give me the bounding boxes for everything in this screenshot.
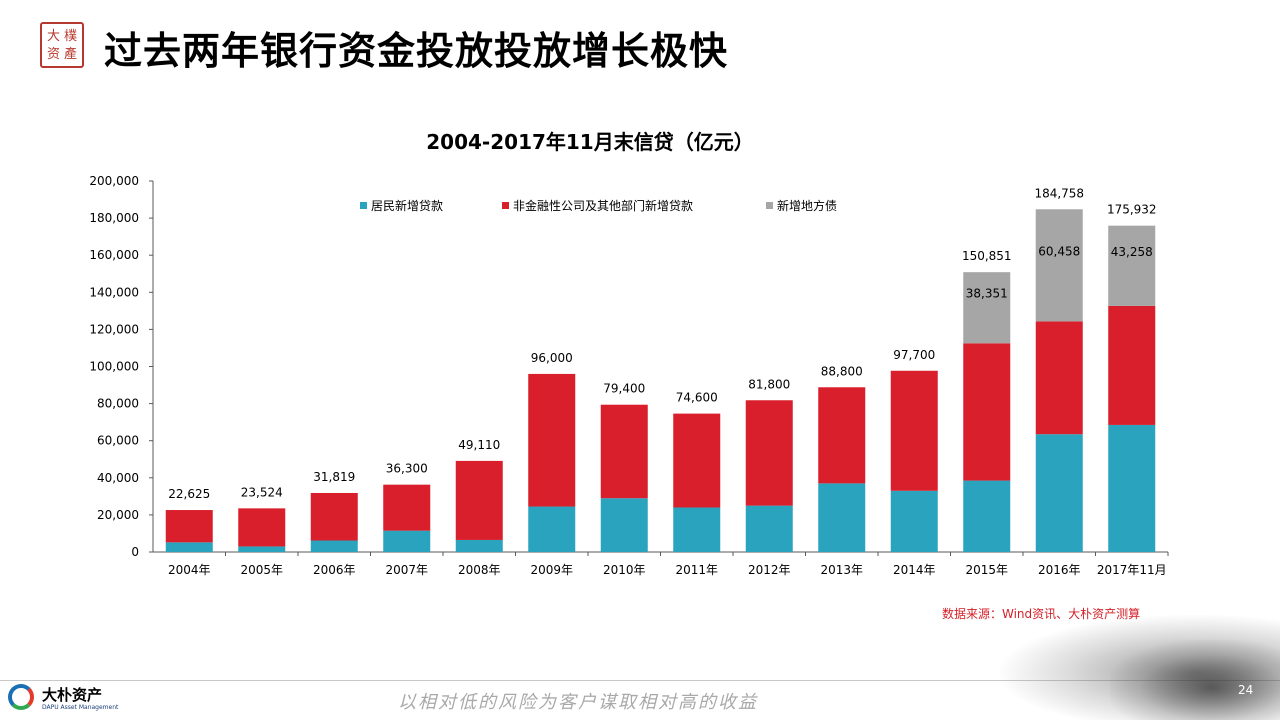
y-tick-label: 100,000 [89, 360, 139, 374]
bar-segment [383, 530, 431, 552]
ink-landscape-decoration [1110, 640, 1280, 720]
x-tick-label: 2006年 [313, 563, 356, 577]
total-value-label: 88,800 [821, 364, 863, 378]
logo-name: 大朴资产 [42, 686, 103, 704]
bar-segment [455, 460, 503, 540]
y-tick-label: 120,000 [89, 322, 139, 336]
footer-slogan: 以相对低的风险为客户谋取相对高的收益 [398, 692, 758, 713]
bar-segment [1108, 305, 1156, 425]
y-tick-label: 80,000 [97, 397, 139, 411]
bar-segment [890, 370, 938, 491]
legend-label: 居民新增贷款 [371, 198, 443, 213]
bar-segment [673, 507, 721, 552]
total-value-label: 31,819 [313, 470, 355, 484]
total-value-label: 96,000 [531, 351, 573, 365]
segment-value-label: 43,258 [1111, 245, 1153, 259]
y-tick-label: 0 [131, 545, 139, 559]
footer-divider [0, 680, 1280, 681]
y-tick-label: 200,000 [89, 174, 139, 188]
slide-title: 过去两年银行资金投放投放增长极快 [104, 29, 729, 73]
legend-label: 新增地方债 [777, 198, 837, 213]
legend-swatch [502, 202, 509, 209]
bar-segment [1035, 321, 1083, 435]
legend-swatch [766, 202, 773, 209]
x-tick-label: 2011年 [675, 563, 718, 577]
total-value-label: 79,400 [603, 382, 645, 396]
bar-segment [963, 272, 1011, 344]
x-tick-label: 2009年 [530, 563, 573, 577]
y-tick-label: 40,000 [97, 471, 139, 485]
total-value-label: 184,758 [1034, 186, 1084, 200]
y-tick-label: 160,000 [89, 248, 139, 262]
bar-segment [890, 490, 938, 552]
bar-segment [600, 498, 648, 552]
bar-segment [1108, 424, 1156, 552]
bar-segment [310, 540, 358, 552]
bar-segment [383, 484, 431, 531]
legend-swatch [360, 202, 367, 209]
bar-segment [963, 480, 1011, 552]
bar-segment [238, 508, 286, 547]
bar-segment [528, 373, 576, 507]
bar-segment [528, 506, 576, 552]
total-value-label: 81,800 [748, 377, 790, 391]
bar-segment [310, 492, 358, 541]
bar-segment [818, 483, 866, 552]
bar-segment [963, 343, 1011, 481]
x-tick-label: 2014年 [893, 563, 936, 577]
bar-segment [1035, 434, 1083, 552]
bar-segment [745, 400, 793, 506]
seal-char: 產 [63, 46, 77, 62]
seal-char: 大 [46, 28, 60, 44]
total-value-label: 36,300 [386, 462, 428, 476]
seal-char: 樸 [63, 28, 77, 44]
bar-segment [600, 404, 648, 499]
x-tick-label: 2013年 [820, 563, 863, 577]
seal-logo: 大 樸 资 產 [40, 22, 84, 68]
x-tick-label: 2017年11月 [1097, 563, 1167, 577]
total-value-label: 97,700 [893, 348, 935, 362]
bar-segment [1108, 225, 1156, 306]
x-tick-label: 2016年 [1038, 563, 1081, 577]
x-tick-label: 2004年 [168, 563, 211, 577]
x-tick-label: 2012年 [748, 563, 791, 577]
page-number: 24 [1238, 683, 1254, 697]
y-tick-label: 20,000 [97, 508, 139, 522]
total-value-label: 22,625 [168, 487, 210, 501]
x-tick-label: 2007年 [385, 563, 428, 577]
total-value-label: 150,851 [962, 249, 1012, 263]
legend-label: 非金融性公司及其他部门新增贷款 [513, 198, 693, 213]
x-tick-label: 2005年 [240, 563, 283, 577]
total-value-label: 175,932 [1107, 203, 1157, 217]
total-value-label: 49,110 [458, 438, 500, 452]
bar-segment [165, 510, 213, 543]
chart-title: 2004-2017年11月末信贷（亿元） [426, 130, 754, 154]
bar-segment [818, 387, 866, 484]
bar-segment [455, 539, 503, 552]
logo-english-name: DAPU Asset Management [42, 704, 119, 711]
seal-char: 资 [46, 46, 60, 62]
bar-segment [238, 546, 286, 552]
total-value-label: 74,600 [676, 391, 718, 405]
bar-segment [673, 413, 721, 508]
company-logo: 大朴资产 DAPU Asset Management [8, 684, 128, 716]
x-tick-label: 2015年 [965, 563, 1008, 577]
y-tick-label: 140,000 [89, 285, 139, 299]
x-tick-label: 2010年 [603, 563, 646, 577]
y-tick-label: 60,000 [97, 434, 139, 448]
bar-segment [1035, 209, 1083, 322]
x-tick-label: 2008年 [458, 563, 501, 577]
segment-value-label: 38,351 [966, 287, 1008, 301]
total-value-label: 23,524 [241, 485, 283, 499]
y-tick-label: 180,000 [89, 211, 139, 225]
bar-segment [165, 542, 213, 552]
segment-value-label: 60,458 [1038, 244, 1080, 258]
logo-ring-icon [8, 684, 34, 710]
bar-segment [745, 505, 793, 552]
